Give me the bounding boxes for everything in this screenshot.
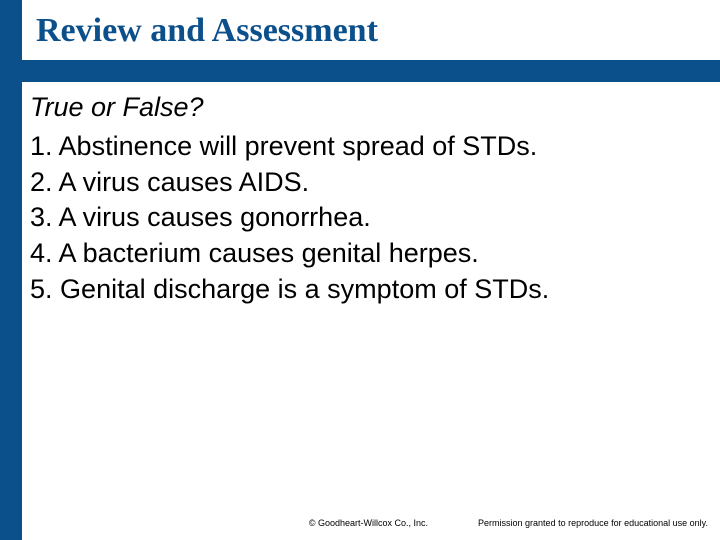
item-text: A virus causes AIDS. (59, 167, 310, 197)
item-text: A bacterium causes genital herpes. (59, 238, 479, 268)
item-number: 2. (30, 167, 53, 197)
item-number: 5. (30, 274, 53, 304)
content-area: True or False? 1. Abstinence will preven… (30, 92, 700, 307)
question-prompt: True or False? (30, 92, 700, 123)
item-number: 3. (30, 202, 53, 232)
item-number: 4. (30, 238, 53, 268)
list-item: 2. A virus causes AIDS. (30, 165, 700, 201)
header: Review and Assessment (0, 0, 720, 82)
list-item: 5. Genital discharge is a symptom of STD… (30, 272, 700, 308)
footer-permission: Permission granted to reproduce for educ… (478, 518, 708, 528)
list-item: 1. Abstinence will prevent spread of STD… (30, 129, 700, 165)
header-underline (22, 60, 720, 82)
footer: © Goodheart-Willcox Co., Inc. Permission… (0, 518, 708, 528)
footer-copyright: © Goodheart-Willcox Co., Inc. (309, 518, 428, 528)
item-text: A virus causes gonorrhea. (59, 202, 371, 232)
item-number: 1. (30, 131, 53, 161)
list-item: 4. A bacterium causes genital herpes. (30, 236, 700, 272)
question-list: 1. Abstinence will prevent spread of STD… (30, 129, 700, 307)
item-text: Genital discharge is a symptom of STDs. (60, 274, 549, 304)
page-title: Review and Assessment (36, 12, 378, 50)
list-item: 3. A virus causes gonorrhea. (30, 200, 700, 236)
item-text: Abstinence will prevent spread of STDs. (59, 131, 538, 161)
